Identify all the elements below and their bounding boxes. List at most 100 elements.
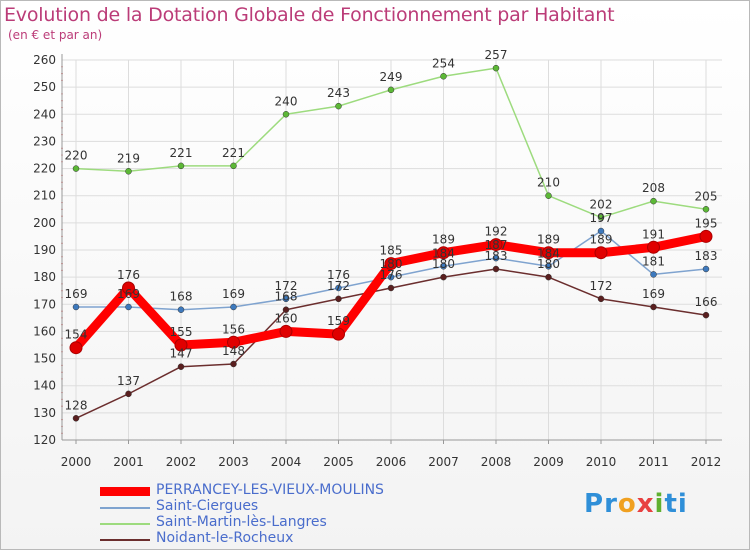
data-label-noidant-le-rocheux: 180	[432, 257, 455, 271]
logo-letter: i	[654, 489, 665, 519]
y-tick-label-180: 180	[33, 270, 56, 284]
data-label-saint-ciergues: 180	[380, 257, 403, 271]
y-tick-label-140: 140	[33, 379, 56, 393]
data-point-perrancey-les-vieux-moulins	[279, 324, 293, 338]
data-label-saint-martin-l-s-langres: 240	[275, 94, 298, 108]
data-point-noidant-le-rocheux	[492, 265, 500, 273]
data-label-perrancey-les-vieux-moulins: 192	[485, 225, 508, 239]
y-tick-label-210: 210	[33, 189, 56, 203]
data-point-perrancey-les-vieux-moulins	[699, 229, 713, 243]
data-point-noidant-le-rocheux	[72, 415, 80, 422]
data-label-noidant-le-rocheux: 176	[380, 268, 403, 282]
logo-letter: x	[636, 489, 655, 519]
data-point-noidant-le-rocheux	[545, 273, 552, 281]
data-label-saint-ciergues: 169	[65, 287, 88, 301]
data-label-noidant-le-rocheux: 169	[642, 287, 665, 301]
data-point-saint-martin-l-s-langres	[282, 111, 290, 118]
data-point-noidant-le-rocheux	[650, 303, 657, 311]
data-label-saint-martin-l-s-langres: 249	[380, 70, 403, 84]
grid-lines	[62, 59, 722, 441]
data-point-saint-martin-l-s-langres	[492, 64, 500, 72]
data-point-perrancey-les-vieux-moulins	[647, 240, 660, 254]
data-label-noidant-le-rocheux: 172	[590, 279, 613, 293]
x-tick-label-2008: 2008	[481, 455, 512, 469]
data-point-saint-martin-l-s-langres	[387, 86, 395, 94]
legend-label-saint-ciergues: Saint-Ciergues	[156, 498, 259, 514]
chart-subtitle: (en € et par an)	[8, 28, 103, 42]
data-point-saint-ciergues	[72, 303, 80, 311]
data-label-perrancey-les-vieux-moulins: 156	[222, 322, 245, 336]
data-label-noidant-le-rocheux: 147	[170, 347, 193, 361]
data-label-perrancey-les-vieux-moulins: 176	[117, 268, 140, 282]
x-tick-label-2006: 2006	[376, 455, 407, 469]
x-tick-label-2011: 2011	[638, 455, 669, 469]
data-point-saint-martin-l-s-langres	[650, 197, 657, 205]
series-lines	[69, 64, 713, 422]
data-label-noidant-le-rocheux: 172	[327, 279, 350, 293]
data-point-noidant-le-rocheux	[125, 390, 132, 398]
data-point-saint-martin-l-s-langres	[177, 162, 185, 170]
data-label-noidant-le-rocheux: 183	[485, 249, 508, 263]
data-label-perrancey-les-vieux-moulins: 154	[65, 328, 88, 342]
data-point-noidant-le-rocheux	[387, 284, 395, 292]
data-label-perrancey-les-vieux-moulins: 189	[432, 233, 455, 247]
legend-item-saint-martin[interactable]: Saint-Martin-lès-Langres	[100, 514, 430, 532]
data-point-saint-martin-l-s-langres	[702, 206, 710, 213]
chart-title: Evolution de la Dotation Globale de Fonc…	[4, 4, 615, 26]
legend-label-perrancey: PERRANCEY-LES-VIEUX-MOULINS	[156, 482, 384, 498]
data-label-noidant-le-rocheux: 166	[695, 295, 718, 309]
data-point-saint-ciergues	[702, 265, 710, 273]
data-label-noidant-le-rocheux: 148	[222, 344, 245, 358]
data-label-saint-martin-l-s-langres: 254	[432, 56, 455, 70]
data-label-perrancey-les-vieux-moulins: 191	[642, 227, 665, 241]
data-label-saint-martin-l-s-langres: 221	[170, 146, 193, 160]
legend-item-noidant[interactable]: Noidant-le-Rocheux	[100, 530, 430, 548]
legend-swatch-saint-ciergues	[100, 507, 150, 509]
data-point-saint-martin-l-s-langres	[125, 168, 132, 175]
data-label-saint-martin-l-s-langres: 208	[642, 181, 665, 195]
y-tick-label-150: 150	[33, 352, 56, 366]
data-label-noidant-le-rocheux: 168	[275, 290, 298, 304]
logo-letter: P	[584, 489, 605, 519]
data-point-perrancey-les-vieux-moulins	[227, 335, 240, 349]
legend-item-saint-ciergues[interactable]: Saint-Ciergues	[100, 498, 430, 516]
data-point-noidant-le-rocheux	[440, 273, 447, 281]
data-point-perrancey-les-vieux-moulins	[542, 246, 555, 260]
data-label-saint-martin-l-s-langres: 221	[222, 146, 245, 160]
data-label-saint-ciergues: 176	[327, 268, 350, 282]
data-point-perrancey-les-vieux-moulins	[384, 257, 398, 271]
y-tick-label-120: 120	[33, 433, 56, 447]
data-label-perrancey-les-vieux-moulins: 185	[380, 244, 403, 258]
data-point-saint-ciergues	[440, 263, 447, 270]
legend-item-perrancey[interactable]: PERRANCEY-LES-VIEUX-MOULINS	[100, 482, 430, 500]
data-point-saint-martin-l-s-langres	[230, 162, 237, 170]
x-tick-label-2004: 2004	[271, 455, 302, 469]
data-label-perrancey-les-vieux-moulins: 160	[275, 311, 298, 325]
data-label-saint-martin-l-s-langres: 202	[590, 197, 613, 211]
data-label-noidant-le-rocheux: 180	[537, 257, 560, 271]
data-label-perrancey-les-vieux-moulins: 159	[327, 314, 350, 328]
data-point-noidant-le-rocheux	[702, 311, 710, 319]
x-tick-label-2010: 2010	[586, 455, 617, 469]
y-tick-label-240: 240	[33, 107, 56, 121]
data-label-saint-martin-l-s-langres: 205	[695, 189, 718, 203]
data-label-saint-martin-l-s-langres: 219	[117, 151, 140, 165]
data-point-saint-ciergues	[177, 306, 185, 313]
legend-swatch-saint-martin	[100, 523, 150, 525]
y-tick-label-190: 190	[33, 243, 56, 257]
data-label-perrancey-les-vieux-moulins: 189	[590, 233, 613, 247]
y-tick-label-130: 130	[33, 406, 56, 420]
data-point-noidant-le-rocheux	[282, 306, 290, 313]
legend: PERRANCEY-LES-VIEUX-MOULINS Saint-Ciergu…	[100, 482, 430, 548]
x-tick-label-2009: 2009	[533, 455, 564, 469]
data-label-saint-ciergues: 169	[222, 287, 245, 301]
data-point-saint-martin-l-s-langres	[545, 192, 552, 199]
data-label-saint-ciergues: 169	[117, 287, 140, 301]
data-point-perrancey-les-vieux-moulins	[122, 281, 135, 295]
data-point-saint-ciergues	[650, 271, 657, 278]
proxiti-logo: Proxiti	[584, 489, 688, 519]
data-point-saint-ciergues	[282, 295, 290, 303]
y-tick-label-160: 160	[33, 324, 56, 338]
